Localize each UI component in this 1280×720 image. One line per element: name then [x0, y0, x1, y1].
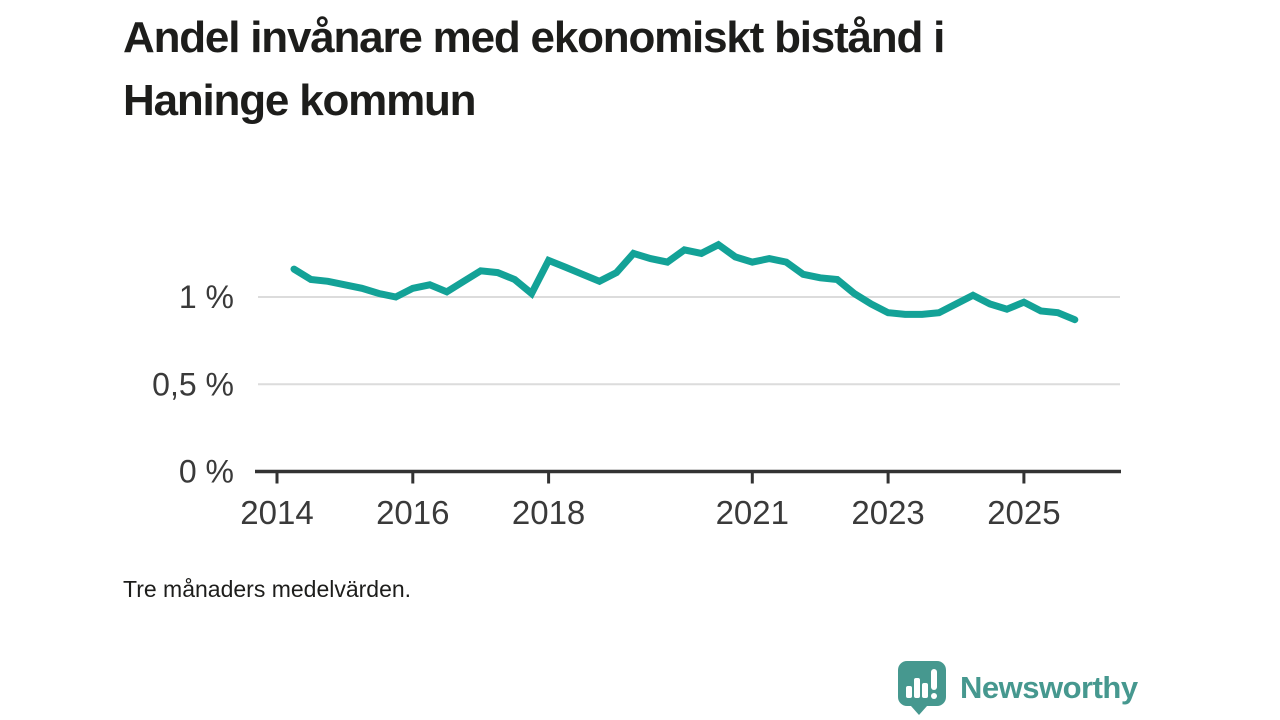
x-axis-label: 2023 — [851, 494, 924, 531]
x-axis-label: 2021 — [716, 494, 789, 531]
x-axis-label: 2025 — [987, 494, 1060, 531]
x-axis-label: 2018 — [512, 494, 585, 531]
y-axis-label: 0,5 % — [152, 366, 234, 402]
newsworthy-logo: Newsworthy — [897, 660, 1138, 716]
chart-footnote: Tre månaders medelvärden. — [123, 576, 412, 602]
y-axis-label: 0 % — [179, 454, 234, 490]
exclamation-bar — [931, 669, 937, 690]
page-title: Andel invånare med ekonomiskt bistånd i … — [123, 13, 945, 125]
bar-medium — [922, 683, 928, 698]
exclamation-dot — [931, 693, 937, 699]
chart-canvas: 0 % 0,5 % 1 % 2014 2016 2018 2021 2023 2025 — [152, 240, 1121, 531]
data-line-series — [290, 240, 1079, 324]
bar-small — [906, 686, 912, 698]
x-axis-label: 2014 — [240, 494, 313, 531]
newsworthy-logo-text: Newsworthy — [960, 670, 1138, 705]
x-axis-label: 2016 — [376, 494, 449, 531]
newsworthy-speech-bubble-bar-chart-icon — [898, 661, 946, 715]
y-axis-label: 1 % — [179, 279, 234, 315]
bar-tall — [914, 678, 920, 698]
